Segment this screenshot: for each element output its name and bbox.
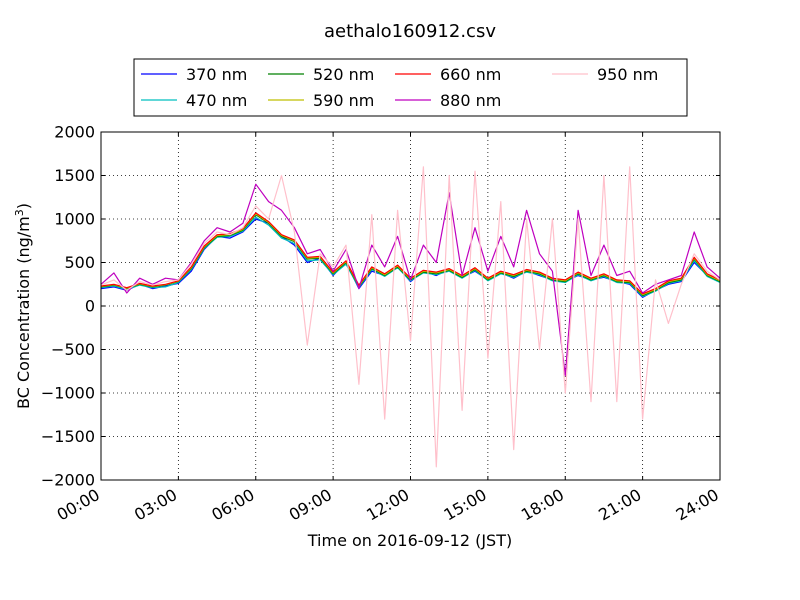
legend-label-880-nm: 880 nm — [440, 91, 501, 110]
x-axis-label: Time on 2016-09-12 (JST) — [307, 531, 512, 550]
y-axis-label: BC Concentration (ng/m3) — [13, 203, 33, 409]
series-line-880-nm — [100, 183, 721, 377]
y-tick-label: 0 — [85, 297, 95, 316]
legend-label-660-nm: 660 nm — [440, 65, 501, 84]
legend-label-520-nm: 520 nm — [313, 65, 374, 84]
legend-label-590-nm: 590 nm — [313, 91, 374, 110]
y-tick-label: 1000 — [54, 210, 95, 229]
y-tick-label: 2000 — [54, 123, 95, 142]
series-layer — [100, 166, 721, 468]
y-tick-label: 500 — [64, 253, 95, 272]
legend-label-370-nm: 370 nm — [186, 65, 247, 84]
y-tick-label: 1500 — [54, 166, 95, 185]
y-axis-label-main: BC Concentration (ng/m — [14, 216, 33, 409]
y-axis-label-superscript: 3 — [13, 209, 26, 216]
y-tick-label: −2000 — [41, 471, 95, 490]
legend: 370 nm 470 nm 520 nm 590 nm 660 nm 880 nm 950 … — [133, 58, 688, 117]
y-axis-label-tail: ) — [14, 203, 33, 209]
legend-box — [133, 58, 688, 117]
legend-label-470-nm: 470 nm — [186, 91, 247, 110]
y-tick-label: −1500 — [41, 427, 95, 446]
y-tick-label: −500 — [51, 340, 95, 359]
series-line-950-nm — [100, 166, 721, 468]
y-tick-label: −1000 — [41, 384, 95, 403]
chart-title: aethalo160912.csv — [324, 21, 496, 42]
legend-entries: 370 nm 470 nm 520 nm 590 nm 660 nm 880 nm 950 … — [141, 65, 658, 110]
legend-label-950-nm: 950 nm — [597, 65, 658, 84]
